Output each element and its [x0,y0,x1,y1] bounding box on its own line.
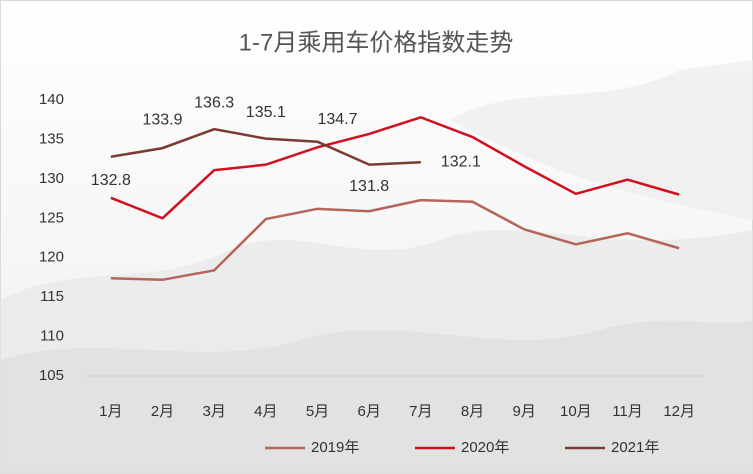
x-tick-label: 9月 [512,403,535,420]
x-tick-label: 12月 [663,403,695,420]
x-tick-label: 5月 [306,403,329,420]
x-tick-label: 10月 [560,403,592,420]
y-tick-label: 135 [39,130,64,147]
data-label: 135.1 [246,104,286,121]
y-tick-label: 115 [40,288,64,305]
series-line [110,116,680,220]
x-tick-label: 6月 [357,403,380,420]
data-label: 133.9 [142,111,182,128]
x-tick-label: 1月 [99,403,122,420]
y-tick-label: 125 [39,209,64,226]
data-label: 134.7 [317,111,357,128]
legend-label: 2019年 [311,439,359,456]
legend-label: 2021年 [611,439,659,456]
chart-title: 1-7月乘用车价格指数走势 [239,29,514,56]
x-tick-label: 4月 [254,403,277,420]
y-tick-label: 130 [39,170,64,187]
x-tick-label: 7月 [409,403,432,420]
data-label: 136.3 [194,94,234,111]
mountain [0,320,753,474]
y-tick-label: 120 [39,249,64,266]
y-tick-label: 140 [39,91,64,108]
x-tick-label: 8月 [461,403,484,420]
data-label: 132.8 [91,172,131,189]
legend-label: 2020年 [461,439,509,456]
data-label: 131.8 [349,178,389,195]
x-tick-label: 3月 [202,403,225,420]
data-label: 132.1 [441,154,481,171]
x-tick-label: 11月 [612,403,643,420]
y-tick-label: 110 [40,328,64,345]
y-tick-label: 105 [39,367,64,384]
mountain [450,60,753,220]
series-line [110,198,680,282]
series-line [110,127,421,166]
x-tick-label: 2月 [151,403,174,420]
